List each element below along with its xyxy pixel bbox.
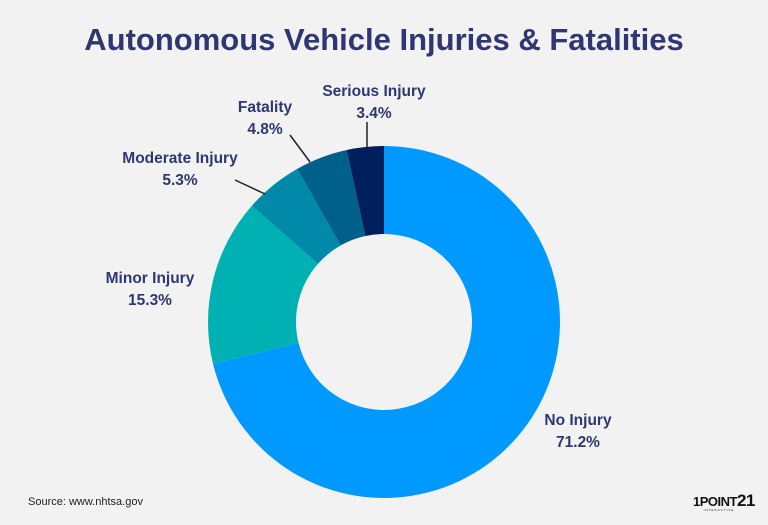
data-label-name: Fatality	[238, 99, 293, 116]
chart-title: Autonomous Vehicle Injuries & Fatalities	[84, 22, 684, 57]
slice-minor-injury	[208, 205, 318, 364]
logo-number: 21	[736, 491, 755, 510]
source-note: Source: www.nhtsa.gov	[28, 496, 143, 508]
logo-tagline: INTERACTIVE	[703, 508, 735, 512]
data-label-name: Moderate Injury	[122, 150, 238, 167]
data-label-name: No Injury	[544, 412, 612, 429]
data-label-name: Minor Injury	[106, 270, 195, 287]
slice-fatality	[297, 150, 366, 246]
leader-line	[234, 179, 266, 195]
slice-no-injury	[212, 146, 561, 498]
data-label-value: 4.8%	[247, 121, 283, 138]
brand-logo: 1POINT21 INTERACTIVE	[693, 491, 755, 512]
data-label-value: 15.3%	[128, 292, 172, 309]
data-label-value: 5.3%	[162, 172, 198, 189]
leader-line	[289, 134, 311, 163]
data-label-value: 71.2%	[556, 434, 600, 451]
data-label-name: Serious Injury	[322, 83, 426, 100]
data-label-value: 3.4%	[356, 105, 392, 122]
slice-serious-injury	[346, 146, 384, 237]
logo-text: 1POINT	[693, 494, 737, 509]
slice-moderate-injury	[251, 168, 341, 264]
